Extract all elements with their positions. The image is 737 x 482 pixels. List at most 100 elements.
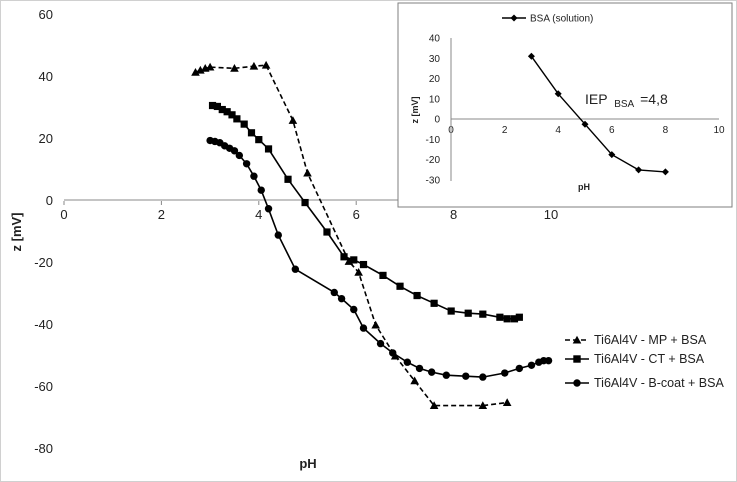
inset-x-tick-label: 4 [555,125,561,136]
main-data-point [479,373,487,381]
main-series-square [208,101,523,323]
inset-y-tick-label: -20 [426,155,441,166]
main-data-point [403,358,412,366]
main-data-point [527,361,536,369]
iep-value: =4,8 [640,91,668,107]
main-data-point [337,294,346,303]
main-data-point [288,116,298,124]
main-data-point [359,324,368,332]
main-data-point [415,364,424,373]
main-data-point [429,401,439,410]
inset-y-axis-title: z [mV] [410,96,420,123]
main-data-point [230,64,239,72]
main-y-tick-label: -20 [34,255,53,270]
main-data-point [303,168,312,177]
inset-legend-marker [510,14,518,22]
main-series-group [191,60,553,410]
inset-y-tick-label: 30 [429,54,441,65]
main-data-point [250,172,258,180]
inset-series-diamond [527,52,669,176]
main-data-point [464,309,472,317]
main-series-circle [206,136,553,381]
main-data-point [442,371,450,379]
main-data-point [208,101,217,110]
inset-data-point [527,52,535,60]
inset-x-tick-label: 2 [502,125,508,136]
main-data-point [223,108,231,116]
legend-entry: Ti6Al4V - CT + BSA [565,352,705,366]
inset-data-point [661,168,669,176]
legend-marker [572,335,582,344]
main-data-point [447,307,455,315]
main-data-point [376,339,385,348]
main-data-point [371,320,380,329]
main-data-point [291,265,300,273]
iep-annotation: IEP BSA =4,8 [585,91,668,110]
inset-x-axis-title: pH [578,182,590,192]
main-data-point [496,313,504,321]
legend-label: Ti6Al4V - B-coat + BSA [594,376,724,390]
main-data-point [218,105,226,114]
main-data-point [205,62,215,71]
inset-x-tick-label: 6 [609,125,615,136]
inset-legend: BSA (solution) [502,14,593,25]
main-data-point [430,299,438,307]
main-y-tick-label: -40 [34,317,53,332]
main-data-point [230,147,239,155]
main-data-point [479,310,487,318]
legend-marker [573,355,581,363]
legend-entry: Ti6Al4V - MP + BSA [565,333,707,347]
main-data-point [462,372,470,380]
main-data-point [240,120,248,128]
main-data-point [274,231,282,239]
main-data-point [354,268,363,276]
main-data-point [502,398,512,406]
main-y-axis-title: z [mV] [9,213,24,252]
inset-legend-entry: BSA (solution) [502,14,593,25]
main-data-point [350,305,358,314]
iep-label: IEP [585,91,607,107]
main-x-tick-label: 10 [544,207,558,222]
legend-label: Ti6Al4V - MP + BSA [594,333,707,347]
main-data-point [410,376,419,385]
inset-tick-labels: -30-20-100102030400246810 [426,34,725,187]
main-x-axis-title: pH [299,456,316,471]
inset-data-point [581,120,589,128]
main-legend: Ti6Al4V - MP + BSA Ti6Al4V - CT + BSA Ti6A… [565,333,724,390]
inset-x-tick-label: 10 [713,125,725,136]
main-data-point [284,175,292,183]
legend-entry: Ti6Al4V - B-coat + BSA [565,376,724,390]
main-data-point [379,271,387,279]
main-data-point [228,111,236,119]
inset-chart: -30-20-100102030400246810 BSA (solution)… [397,2,733,208]
main-data-point [510,315,519,323]
inset-y-tick-label: -10 [426,135,441,146]
main-data-point [515,313,523,321]
inset-y-tick-label: 10 [429,94,441,105]
main-data-point [515,364,524,373]
main-y-tick-label: 20 [39,131,53,146]
inset-data-point [554,90,562,98]
main-data-point [247,129,256,137]
main-y-tick-label: 0 [46,193,53,208]
inset-data-point [635,166,643,174]
inset-x-tick-label: 8 [663,125,669,136]
main-data-point [478,401,488,410]
inset-y-tick-label: 0 [434,115,440,126]
main-data-point [389,349,397,357]
main-y-tick-label: -60 [34,379,53,394]
main-data-point [301,198,309,207]
main-data-point [257,186,265,194]
main-x-tick-label: 0 [60,207,67,222]
main-data-point [503,315,511,323]
inset-legend-label: BSA (solution) [530,14,593,25]
main-data-point [413,291,421,300]
main-data-point [235,151,244,160]
main-data-point [396,282,404,290]
inset-series-line [530,55,666,173]
main-data-point [233,115,241,123]
main-data-point [323,228,331,236]
main-y-tick-label: 60 [39,7,53,22]
